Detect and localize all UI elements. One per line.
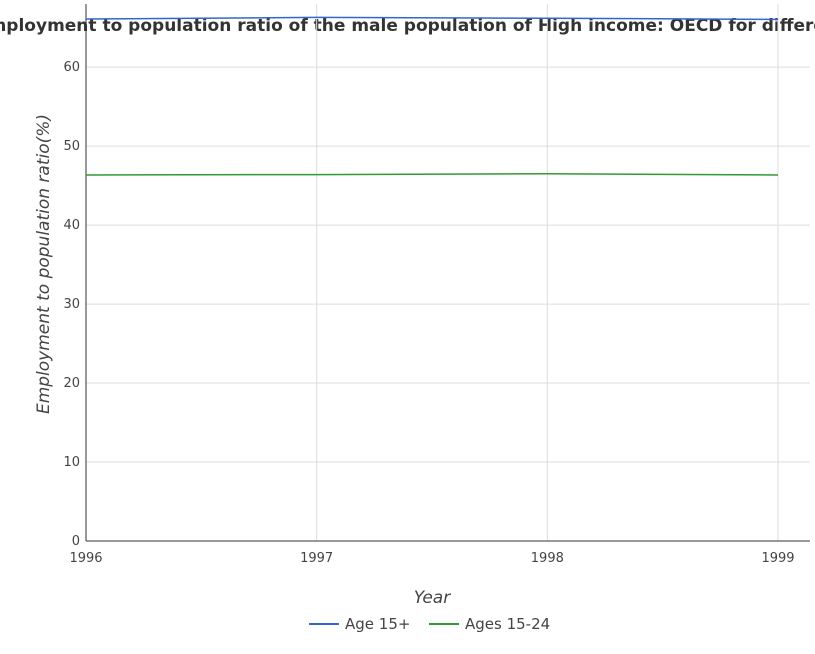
x-tick-label: 1997	[300, 551, 333, 566]
y-tick-label: 60	[63, 60, 80, 75]
y-tick-label: 10	[63, 455, 80, 470]
x-axis-label: Year	[414, 588, 451, 608]
y-tick-label: 50	[63, 139, 80, 154]
series-line-ages-15-24	[86, 174, 778, 175]
legend-label: Ages 15-24	[465, 615, 550, 633]
y-tick-label: 0	[72, 534, 80, 549]
legend-item[interactable]: Age 15+	[309, 615, 410, 633]
y-tick-label: 40	[63, 218, 80, 233]
axes: 0 10 20 30 40 50 60 1996 1997 1998 1999	[63, 4, 810, 566]
legend[interactable]: Age 15+ Ages 15-24	[309, 615, 550, 633]
y-axis-label: Employment to population ratio(%)	[34, 114, 54, 414]
x-tick-label: 1999	[761, 551, 794, 566]
grid	[86, 4, 810, 541]
x-tick-label: 1996	[69, 551, 102, 566]
y-tick-label: 30	[63, 297, 80, 312]
series-lines	[86, 17, 778, 175]
y-tick-label: 20	[63, 376, 80, 391]
legend-label: Age 15+	[345, 615, 410, 633]
legend-item[interactable]: Ages 15-24	[429, 615, 550, 633]
x-tick-label: 1998	[531, 551, 564, 566]
